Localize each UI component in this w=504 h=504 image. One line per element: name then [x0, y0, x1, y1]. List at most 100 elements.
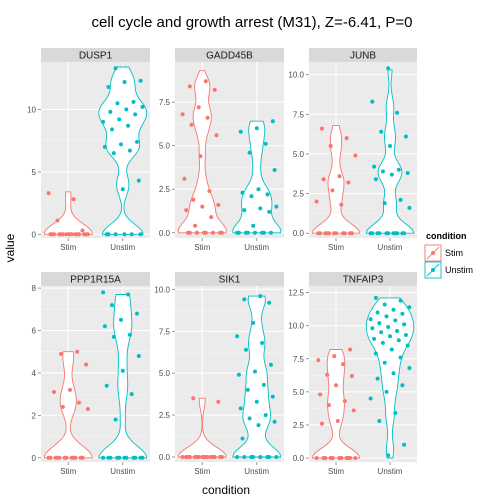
data-point — [380, 169, 385, 174]
data-point — [135, 139, 139, 144]
data-point — [85, 407, 90, 411]
data-point — [75, 349, 80, 354]
data-point — [138, 232, 143, 237]
y-tick-label: 2.5 — [159, 185, 171, 194]
data-point — [346, 180, 351, 185]
y-tick-label: 5.0 — [293, 150, 305, 159]
data-point — [193, 223, 198, 228]
data-point — [120, 187, 125, 192]
data-point — [326, 403, 331, 408]
facet-strip — [309, 48, 417, 62]
data-point — [84, 362, 89, 367]
data-point — [402, 322, 407, 327]
data-point — [368, 317, 373, 322]
data-point — [318, 392, 323, 397]
data-point — [398, 197, 403, 202]
data-point — [203, 230, 208, 235]
data-point — [339, 456, 344, 460]
data-point — [119, 142, 123, 147]
data-point — [102, 144, 107, 149]
data-point — [235, 334, 240, 339]
data-point — [349, 231, 354, 236]
data-point — [60, 232, 65, 237]
x-tick-label: Stim — [328, 243, 344, 252]
data-point — [384, 314, 389, 319]
facet-strip-label: JUNB — [350, 51, 376, 62]
facet-strip-label: SIK1 — [219, 275, 241, 286]
data-point — [391, 307, 396, 312]
legend-key-point — [431, 251, 435, 255]
data-point — [180, 455, 185, 459]
data-point — [270, 119, 275, 124]
data-point — [272, 168, 277, 172]
data-point — [48, 455, 53, 460]
data-point — [106, 232, 111, 237]
data-point — [249, 194, 254, 199]
data-point — [269, 362, 273, 367]
data-point — [219, 455, 224, 459]
data-point — [335, 419, 340, 423]
data-point — [191, 197, 196, 202]
legend-key-point — [431, 268, 435, 272]
data-point — [242, 208, 247, 213]
y-tick-label: 7.5 — [293, 355, 305, 364]
panel-background — [41, 286, 150, 462]
data-point — [319, 126, 324, 131]
data-point — [138, 78, 143, 83]
data-point — [140, 455, 145, 460]
violin-stim — [311, 124, 361, 234]
data-point — [377, 231, 382, 236]
data-point — [127, 332, 132, 337]
data-point — [106, 85, 111, 89]
data-point — [60, 404, 65, 409]
y-tick-label: 10.0 — [154, 285, 170, 294]
data-point — [131, 99, 136, 104]
data-point — [117, 455, 122, 460]
data-point — [187, 455, 192, 459]
data-point — [370, 99, 375, 104]
data-point — [127, 148, 132, 153]
data-point — [258, 206, 263, 211]
y-tick-label: 2 — [32, 411, 37, 420]
y-tick-label: 10.0 — [288, 71, 304, 80]
data-point — [353, 456, 358, 460]
data-point — [330, 456, 335, 460]
legend-title: condition — [426, 231, 467, 241]
data-point — [77, 400, 81, 405]
y-tick-label: 0.0 — [293, 454, 305, 463]
data-point — [389, 347, 394, 352]
x-axis-title: condition — [202, 483, 250, 497]
data-point — [254, 126, 259, 131]
y-tick-label: 5.0 — [293, 388, 305, 397]
data-point — [245, 387, 250, 392]
x-tick-label: Unstim — [110, 467, 135, 476]
data-point — [251, 223, 256, 228]
data-point — [377, 419, 382, 423]
data-point — [73, 455, 78, 460]
data-point — [117, 117, 122, 122]
data-point — [253, 369, 257, 374]
data-point — [348, 456, 353, 460]
facet-ppp1r15a: PPP1R15A 0 2 4 6 8 Stim Unstim — [32, 272, 150, 476]
data-point — [256, 187, 261, 192]
legend-entry-unstim: Unstim — [424, 261, 473, 279]
data-point — [393, 411, 398, 415]
data-point — [254, 399, 259, 404]
data-point — [375, 376, 380, 381]
facet-dusp1: DUSP1 0 5 10 Stim Unstim — [27, 48, 150, 252]
data-point — [133, 112, 138, 117]
data-point — [101, 119, 106, 124]
violin-unstim — [98, 294, 148, 459]
facet-strip-label: DUSP1 — [79, 51, 113, 62]
data-point — [261, 382, 266, 387]
data-point — [119, 317, 123, 322]
y-tick-label: 7.5 — [293, 110, 305, 119]
data-point — [398, 355, 403, 360]
facet-strip — [41, 272, 150, 286]
data-point — [126, 123, 131, 128]
data-point — [101, 455, 106, 460]
data-point — [396, 167, 401, 172]
violin-stim — [43, 351, 93, 459]
legend-label: Unstim — [445, 265, 473, 275]
